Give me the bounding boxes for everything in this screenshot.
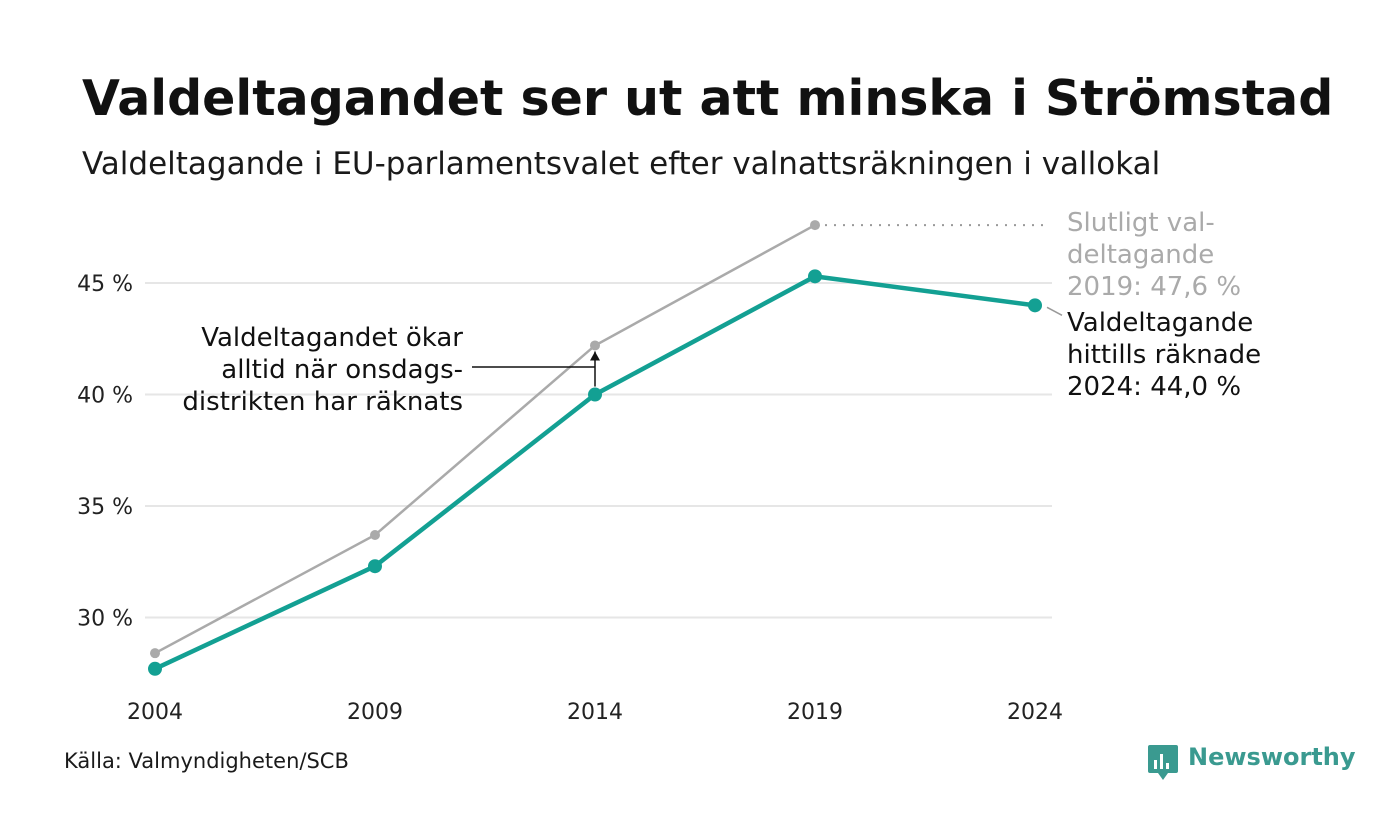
series-point-election-night: [808, 269, 822, 284]
newsworthy-chart-bubble-icon: [1148, 745, 1178, 780]
x-tick-label: 2004: [127, 700, 183, 725]
series-point-election-night: [1028, 298, 1042, 313]
annotation-final-2019-line: 2019: 47,6 %: [1067, 272, 1241, 302]
y-tick-label: 35 %: [77, 495, 133, 520]
current-2024-leader: [1046, 306, 1063, 316]
y-tick-label: 45 %: [77, 272, 133, 297]
x-tick-label: 2019: [787, 700, 843, 725]
brand-name: Newsworthy: [1188, 743, 1356, 771]
x-tick-label: 2024: [1007, 700, 1063, 725]
annotation-wednesday-line: alltid när onsdags-: [221, 355, 463, 385]
annotation-wednesday-line: distrikten har räknats: [182, 387, 463, 417]
series-point-final: [150, 648, 160, 659]
annotation-current-2024-line: hittills räknade: [1067, 340, 1261, 370]
source-note: Källa: Valmyndigheten/SCB: [64, 749, 349, 773]
series-point-election-night: [368, 559, 382, 574]
y-tick-label: 40 %: [77, 384, 133, 409]
y-tick-label: 30 %: [77, 607, 133, 632]
series-point-final: [810, 220, 820, 231]
difference-arrowhead: [590, 351, 600, 361]
annotation-final-2019-line: deltagande: [1067, 240, 1214, 270]
annotation-current-2024-line: 2024: 44,0 %: [1067, 372, 1241, 402]
series-point-election-night: [148, 661, 162, 676]
series-point-election-night: [588, 387, 602, 402]
chart-title: Valdeltagandet ser ut att minska i Ström…: [82, 70, 1334, 127]
series-point-final: [590, 340, 600, 351]
series-line-final: [154, 223, 816, 655]
chart-subtitle: Valdeltagande i EU-parlamentsvalet efter…: [82, 146, 1161, 182]
x-tick-label: 2014: [567, 700, 623, 725]
series-point-final: [370, 530, 380, 540]
annotation-current-2024-line: Valdeltagande: [1067, 308, 1253, 338]
annotation-final-2019-line: Slutligt val-: [1067, 208, 1215, 238]
x-tick-label: 2009: [347, 700, 403, 725]
annotation-wednesday-line: Valdeltagandet ökar: [201, 323, 463, 353]
